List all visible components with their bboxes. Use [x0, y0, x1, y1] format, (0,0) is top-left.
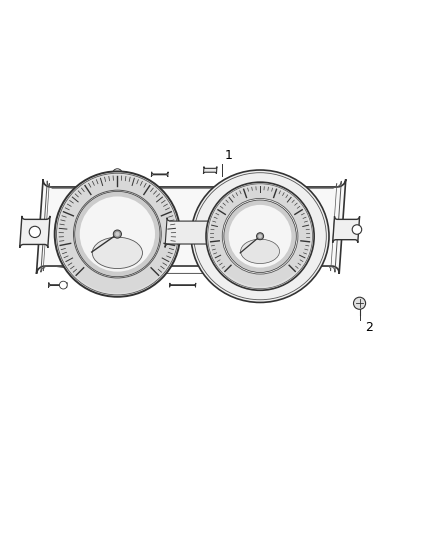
Circle shape — [257, 233, 264, 240]
Circle shape — [113, 230, 121, 238]
Circle shape — [113, 169, 122, 178]
Ellipse shape — [191, 170, 329, 302]
Circle shape — [57, 173, 178, 295]
Circle shape — [60, 281, 67, 289]
Circle shape — [224, 200, 296, 272]
Circle shape — [55, 172, 180, 297]
Polygon shape — [36, 179, 346, 274]
Circle shape — [229, 205, 291, 268]
Circle shape — [353, 297, 366, 309]
Polygon shape — [165, 217, 214, 247]
Polygon shape — [20, 216, 50, 248]
Circle shape — [74, 190, 161, 278]
Polygon shape — [203, 167, 217, 174]
Polygon shape — [249, 173, 265, 178]
Circle shape — [210, 186, 311, 287]
Circle shape — [58, 175, 177, 293]
Ellipse shape — [240, 239, 279, 263]
Circle shape — [208, 184, 313, 289]
Text: 1: 1 — [224, 149, 232, 162]
Polygon shape — [49, 282, 67, 288]
Circle shape — [75, 191, 160, 277]
Circle shape — [29, 227, 40, 238]
Circle shape — [256, 171, 264, 179]
Circle shape — [222, 198, 298, 274]
Circle shape — [115, 232, 120, 236]
Polygon shape — [152, 172, 168, 177]
Polygon shape — [267, 279, 290, 284]
Ellipse shape — [92, 237, 142, 269]
Circle shape — [258, 235, 262, 238]
Text: 2: 2 — [365, 321, 373, 334]
Circle shape — [352, 225, 362, 235]
Polygon shape — [333, 216, 360, 243]
Circle shape — [206, 182, 314, 290]
Polygon shape — [170, 283, 196, 287]
Circle shape — [80, 197, 155, 272]
